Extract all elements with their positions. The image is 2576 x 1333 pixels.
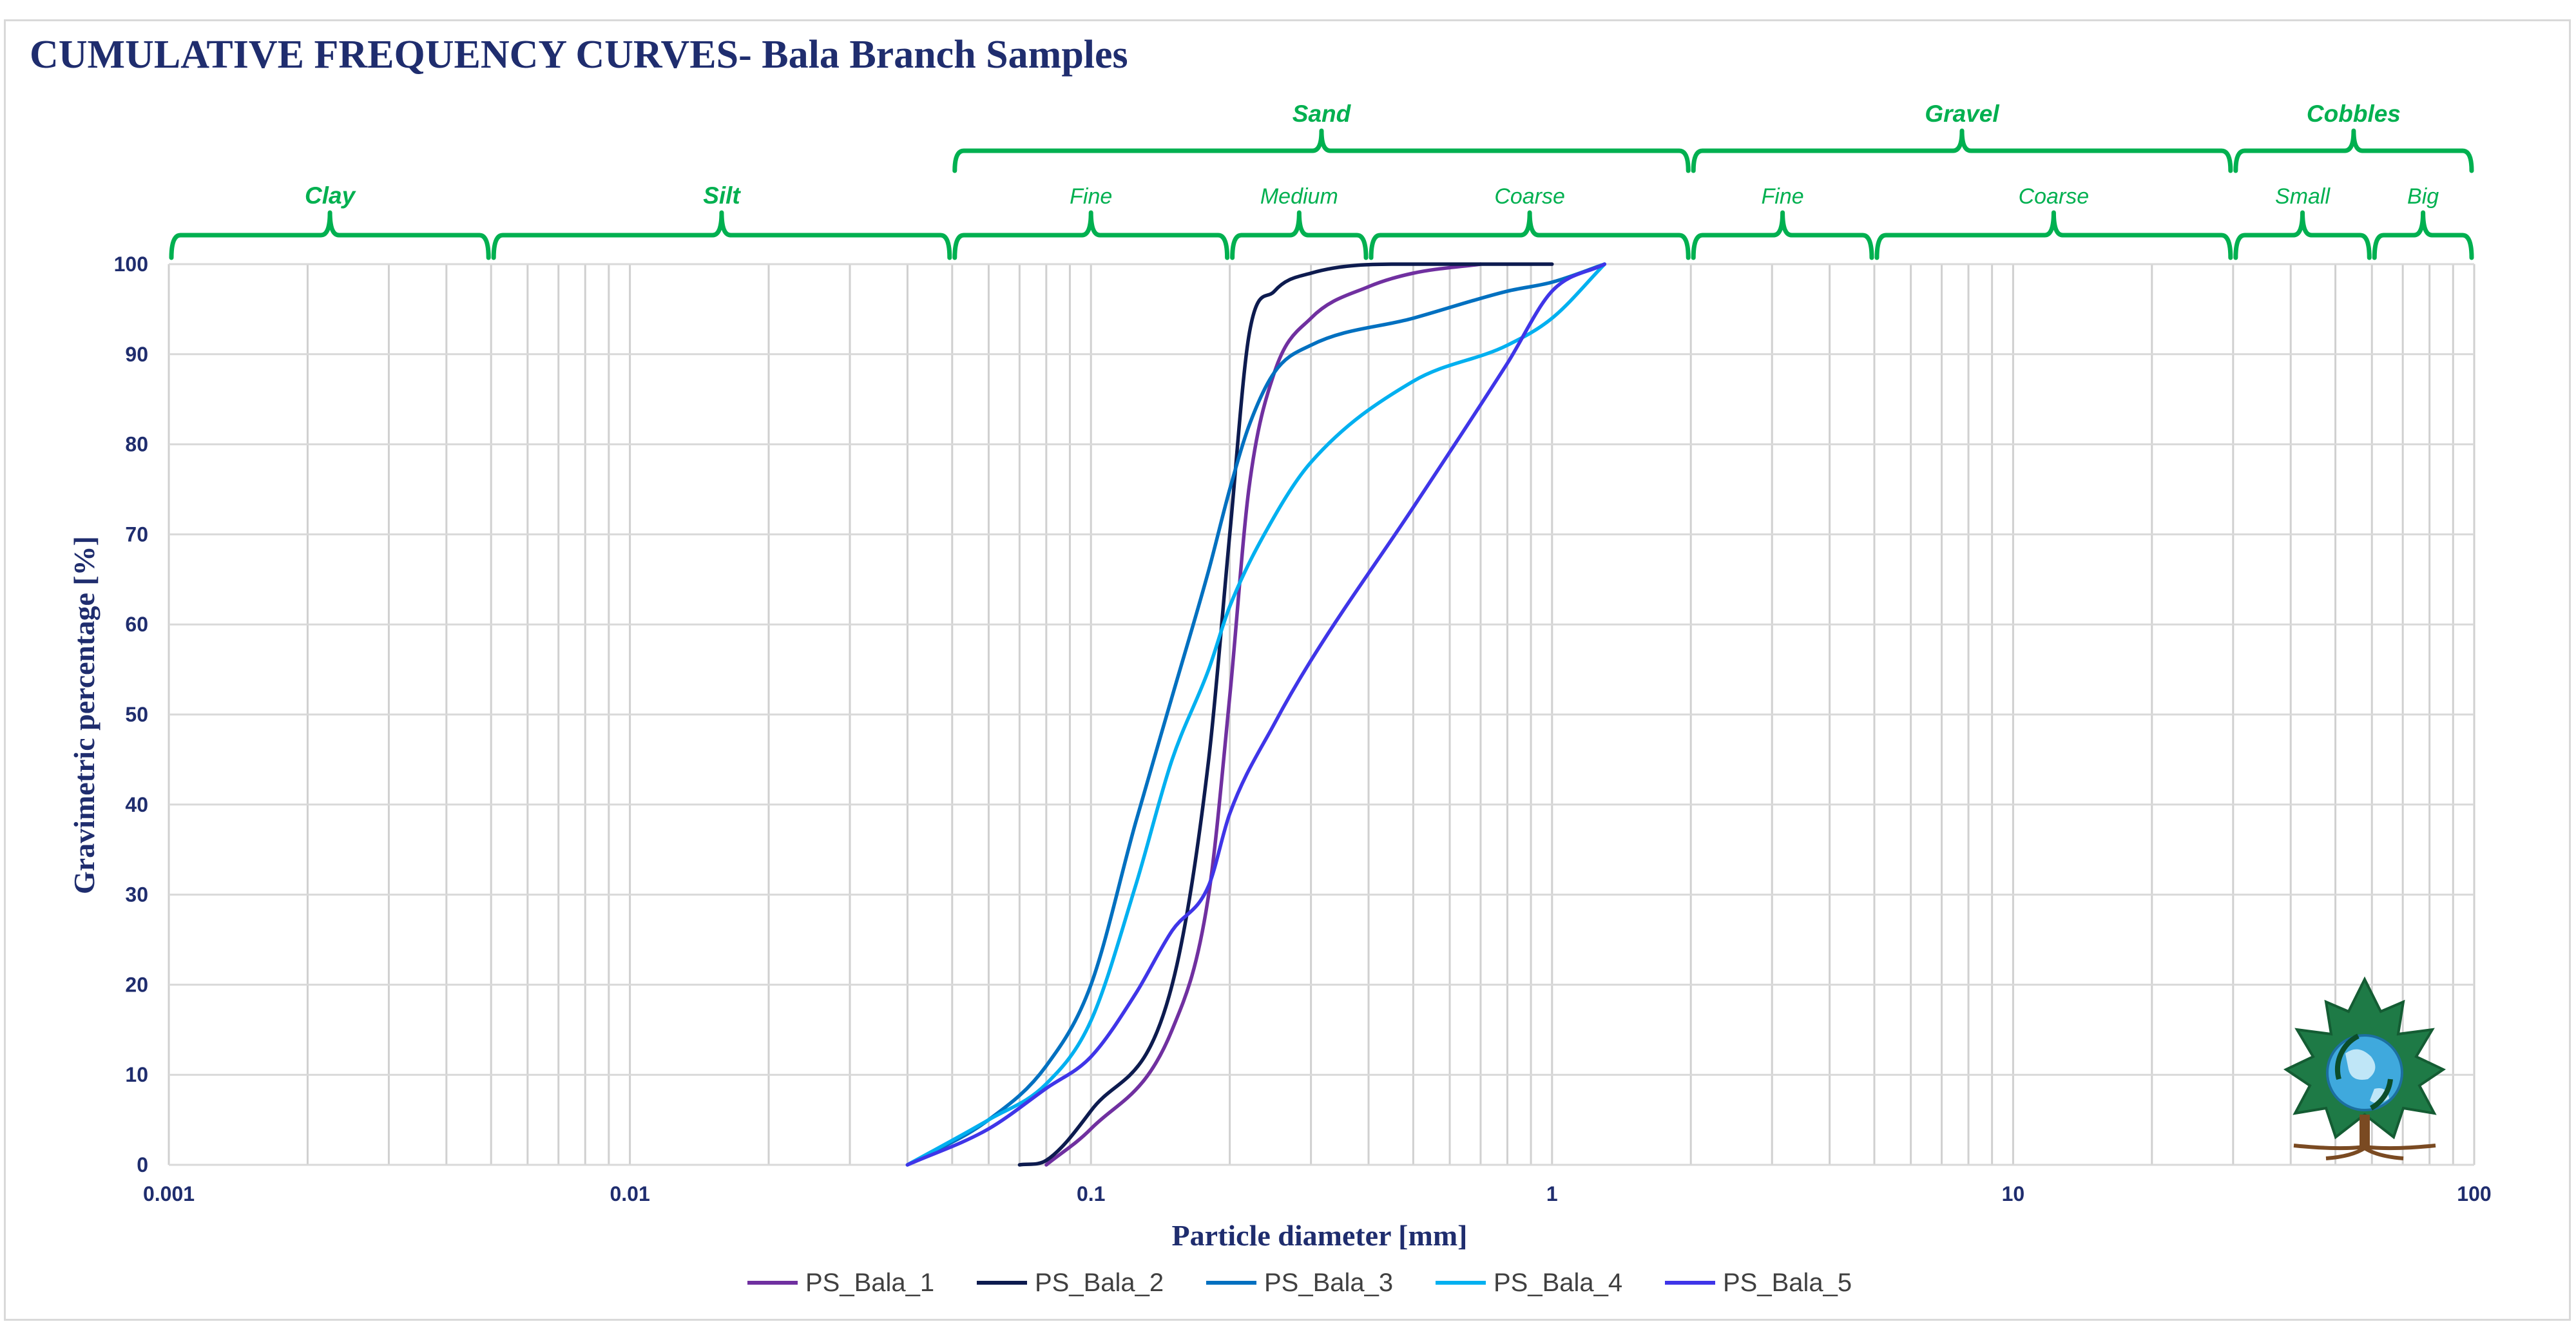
x-axis-title: Particle diameter [mm] <box>1172 1219 1468 1252</box>
brace-coarse <box>1369 210 1691 260</box>
chart-title: CUMULATIVE FREQUENCY CURVES- Bala Branch… <box>30 33 1128 77</box>
legend-label-ps_bala_2: PS_Bala_2 <box>1035 1269 1164 1297</box>
y-tick-label: 80 <box>125 433 148 456</box>
legend-label-ps_bala_5: PS_Bala_5 <box>1723 1269 1852 1297</box>
brace-label-small: Small <box>2275 184 2331 209</box>
y-tick-label: 30 <box>125 883 148 906</box>
brace-sand <box>952 128 1691 173</box>
brace-big <box>2372 210 2474 260</box>
y-tick-label: 50 <box>125 703 148 726</box>
series-line-ps_bala_2 <box>1017 262 1554 1167</box>
brace-label-fine: Fine <box>1762 184 1804 209</box>
axis-ticks: 0 10 20 30 40 50 60 70 80 90 100 0.001 0.01 0.1 1 10 100 <box>114 253 2492 1205</box>
series-line-ps_bala_4 <box>905 262 1607 1167</box>
brace-label-coarse: Coarse <box>2019 184 2090 209</box>
brace-medium <box>1230 210 1369 260</box>
y-tick-label: 10 <box>125 1063 148 1086</box>
x-tick-label: 0.01 <box>610 1182 649 1205</box>
series-line-ps_bala_5 <box>905 262 1607 1167</box>
brace-label-clay: Clay <box>305 182 357 209</box>
brace-label-cobbles: Cobbles <box>2307 101 2401 127</box>
brace-fine <box>1691 210 1874 260</box>
brace-label-fine: Fine <box>1070 184 1112 209</box>
brace-label-coarse: Coarse <box>1494 184 1565 209</box>
x-tick-label: 0.001 <box>143 1182 195 1205</box>
brace-label-medium: Medium <box>1260 184 1338 209</box>
legend-label-ps_bala_1: PS_Bala_1 <box>805 1269 934 1297</box>
y-tick-label: 0 <box>137 1153 148 1176</box>
y-tick-label: 40 <box>125 793 148 816</box>
legend-label-ps_bala_4: PS_Bala_4 <box>1494 1269 1622 1297</box>
brace-clay <box>169 210 491 260</box>
brace-label-big: Big <box>2407 184 2439 209</box>
x-tick-label: 1 <box>1546 1182 1558 1205</box>
brace-fine <box>952 210 1230 260</box>
x-tick-label: 100 <box>2457 1182 2491 1205</box>
brace-cobbles <box>2233 128 2474 173</box>
brace-label-silt: Silt <box>703 182 741 209</box>
brace-coarse <box>1874 210 2233 260</box>
y-tick-label: 90 <box>125 343 148 366</box>
brace-small <box>2233 210 2372 260</box>
x-tick-label: 10 <box>2002 1182 2025 1205</box>
y-tick-label: 20 <box>125 973 148 996</box>
y-tick-label: 100 <box>114 253 148 276</box>
brace-gravel <box>1691 128 2233 173</box>
brace-silt <box>491 210 952 260</box>
y-axis-title: Gravimetric percentage [%] <box>68 536 101 894</box>
series-line-ps_bala_3 <box>905 262 1607 1167</box>
x-tick-label: 0.1 <box>1077 1182 1105 1205</box>
legend: PS_Bala_1 PS_Bala_2 PS_Bala_3 PS_Bala_4 PS_B… <box>747 1269 1852 1297</box>
grid <box>168 263 2475 1166</box>
y-tick-label: 70 <box>125 523 148 546</box>
particle-class-braces: Clay Silt Fine Medium Coarse Fine Coarse Small B… <box>169 101 2474 260</box>
brace-label-gravel: Gravel <box>1925 101 1999 127</box>
y-tick-label: 60 <box>125 613 148 636</box>
brace-label-sand: Sand <box>1293 101 1352 127</box>
series-lines <box>905 262 1607 1167</box>
legend-label-ps_bala_3: PS_Bala_3 <box>1264 1269 1393 1297</box>
leaf-globe-logo <box>2283 976 2446 1160</box>
